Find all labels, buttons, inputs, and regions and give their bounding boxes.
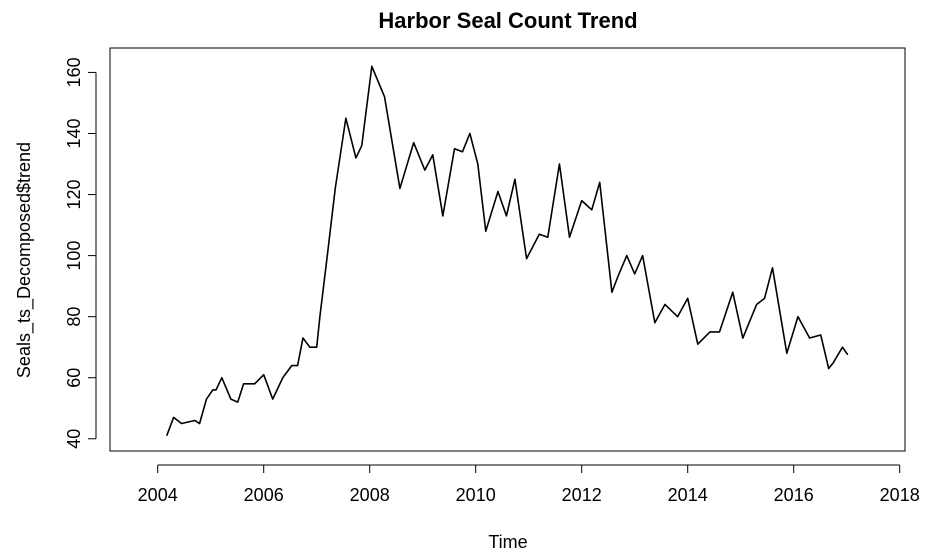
x-tick-label: 2008 bbox=[350, 485, 390, 505]
y-tick-label: 40 bbox=[64, 429, 84, 449]
trend-line bbox=[165, 65, 849, 437]
x-tick-label: 2004 bbox=[138, 485, 178, 505]
y-tick-label: 80 bbox=[64, 307, 84, 327]
x-tick-label: 2018 bbox=[880, 485, 920, 505]
y-tick-label: 100 bbox=[64, 241, 84, 271]
x-tick-label: 2014 bbox=[668, 485, 708, 505]
x-tick-label: 2016 bbox=[774, 485, 814, 505]
x-axis-label: Time bbox=[488, 532, 527, 552]
y-tick-label: 60 bbox=[64, 368, 84, 388]
chart-title: Harbor Seal Count Trend bbox=[378, 8, 637, 33]
x-tick-label: 2010 bbox=[456, 485, 496, 505]
y-tick-label: 140 bbox=[64, 118, 84, 148]
x-tick-label: 2006 bbox=[244, 485, 284, 505]
plot-box bbox=[109, 47, 906, 452]
y-tick-label: 120 bbox=[64, 180, 84, 210]
y-tick-label: 160 bbox=[64, 57, 84, 87]
y-axis-label: Seals_ts_Decomposed$trend bbox=[14, 142, 35, 378]
x-tick-label: 2012 bbox=[562, 485, 602, 505]
